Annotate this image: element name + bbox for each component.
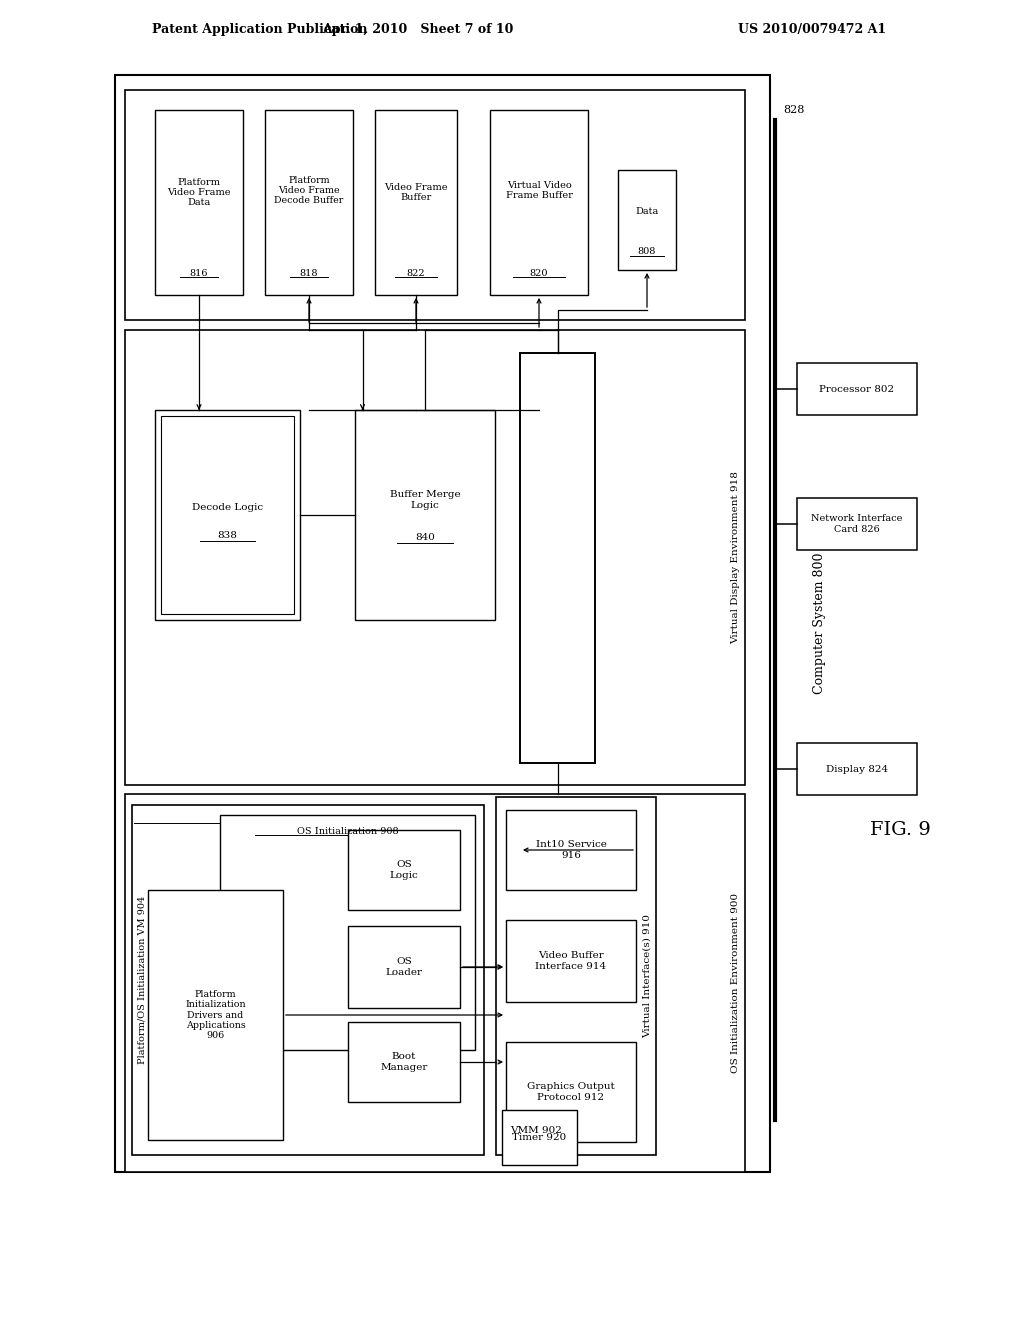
Text: Platform
Video Frame
Decode Buffer: Platform Video Frame Decode Buffer [274, 176, 344, 206]
Bar [375, 110, 457, 294]
Text: 820: 820 [529, 268, 548, 277]
Text: Graphics Output
Protocol 912: Graphics Output Protocol 912 [527, 1082, 614, 1102]
Text: OS
Logic: OS Logic [389, 861, 419, 879]
Bar [220, 814, 475, 1049]
Text: Virtual Display Environment 918: Virtual Display Environment 918 [731, 471, 740, 644]
Text: Processor 802: Processor 802 [819, 384, 895, 393]
Text: 828: 828 [783, 106, 805, 115]
Text: Virtual Interface(s) 910: Virtual Interface(s) 910 [642, 913, 651, 1038]
Bar [797, 743, 918, 795]
Text: US 2010/0079472 A1: US 2010/0079472 A1 [738, 24, 886, 37]
Text: 816: 816 [189, 268, 208, 277]
Text: Video Buffer
Interface 914: Video Buffer Interface 914 [536, 952, 606, 970]
Text: 840: 840 [415, 532, 435, 541]
Text: Buffer Merge
Logic: Buffer Merge Logic [390, 490, 461, 510]
Text: Apr. 1, 2010   Sheet 7 of 10: Apr. 1, 2010 Sheet 7 of 10 [323, 24, 514, 37]
Bar [115, 75, 770, 1172]
Bar [506, 1041, 636, 1142]
Text: 838: 838 [217, 531, 238, 540]
Bar [520, 352, 595, 763]
Text: FIG. 9: FIG. 9 [869, 821, 931, 840]
Text: Patent Application Publication: Patent Application Publication [152, 24, 368, 37]
Bar [125, 90, 745, 319]
Text: 818: 818 [300, 268, 318, 277]
Bar [506, 810, 636, 890]
Bar [155, 411, 300, 620]
Bar [355, 411, 495, 620]
Bar [265, 110, 353, 294]
Bar [496, 797, 656, 1155]
Text: Video Frame
Buffer: Video Frame Buffer [384, 182, 447, 202]
Text: Computer System 800: Computer System 800 [813, 553, 826, 694]
Bar [125, 795, 745, 1172]
Text: Platform/OS Initialization VM 904: Platform/OS Initialization VM 904 [137, 896, 146, 1064]
Bar [797, 363, 918, 414]
Text: Virtual Video
Frame Buffer: Virtual Video Frame Buffer [506, 181, 572, 201]
Text: Display 824: Display 824 [826, 764, 888, 774]
Bar [618, 170, 676, 271]
Bar [125, 330, 745, 785]
Text: Data: Data [635, 207, 658, 216]
Bar [155, 110, 243, 294]
Text: Network Interface
Card 826: Network Interface Card 826 [811, 515, 903, 533]
Text: OS Initialization 908: OS Initialization 908 [297, 828, 398, 836]
Text: Boot
Manager: Boot Manager [380, 1052, 428, 1072]
Bar [502, 1110, 577, 1166]
Text: 808: 808 [638, 248, 656, 256]
Bar [132, 805, 484, 1155]
Text: Platform
Video Frame
Data: Platform Video Frame Data [167, 178, 230, 207]
Text: 822: 822 [407, 268, 425, 277]
Bar [490, 110, 588, 294]
Bar [161, 416, 294, 614]
Text: VMM 902: VMM 902 [510, 1126, 562, 1135]
Text: OS
Loader: OS Loader [385, 957, 423, 977]
Text: Platform
Initialization
Drivers and
Applications
906: Platform Initialization Drivers and Appl… [185, 990, 246, 1040]
Bar [348, 927, 460, 1008]
Bar [797, 498, 918, 550]
Bar [506, 920, 636, 1002]
Text: Int10 Service
916: Int10 Service 916 [536, 841, 606, 859]
Text: OS Initialization Environment 900: OS Initialization Environment 900 [731, 892, 740, 1073]
Text: Decode Logic: Decode Logic [191, 503, 263, 511]
Bar [348, 1022, 460, 1102]
Bar [148, 890, 283, 1140]
Text: Timer 920: Timer 920 [512, 1133, 566, 1142]
Bar [348, 830, 460, 909]
